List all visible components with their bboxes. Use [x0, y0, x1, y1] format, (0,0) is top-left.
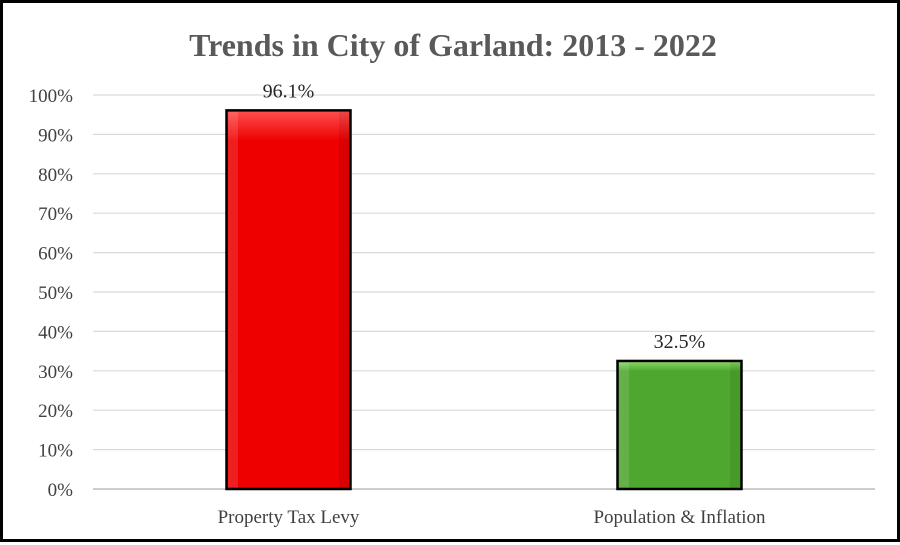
y-tick-label: 40% — [38, 322, 73, 343]
y-tick-label: 20% — [38, 401, 73, 422]
bar-0 — [225, 109, 352, 491]
y-tick-label: 60% — [38, 244, 73, 265]
chart-title: Trends in City of Garland: 2013 - 2022 — [189, 27, 717, 63]
y-tick-label: 50% — [38, 283, 73, 304]
y-tick-label: 0% — [48, 480, 74, 501]
data-label: 96.1% — [263, 80, 315, 102]
bar-shade-1 — [730, 362, 740, 488]
bar-shade-0 — [339, 111, 349, 488]
y-tick-label: 90% — [38, 125, 73, 146]
x-category-label: Population & Inflation — [593, 507, 766, 528]
bars — [225, 109, 743, 491]
y-tick-label: 70% — [38, 204, 73, 225]
y-tick-label: 10% — [38, 441, 73, 462]
y-tick-label: 100% — [29, 86, 74, 107]
bar-chart: 0% 10% 20% 30% 40% 50% 60% 70% 80% 90% 100% 96.1% Pr… — [29, 27, 875, 528]
bar-bevel-1 — [619, 362, 629, 488]
bar-1 — [616, 359, 743, 491]
bar-bevel-0 — [228, 111, 238, 488]
x-category-label: Property Tax Levy — [218, 507, 360, 528]
y-tick-label: 30% — [38, 362, 73, 383]
labels: 0% 10% 20% 30% 40% 50% 60% 70% 80% 90% 100% 96.1% Pr… — [29, 80, 766, 528]
gridlines — [93, 94, 875, 490]
y-tick-label: 80% — [38, 165, 73, 186]
data-label: 32.5% — [654, 331, 706, 353]
